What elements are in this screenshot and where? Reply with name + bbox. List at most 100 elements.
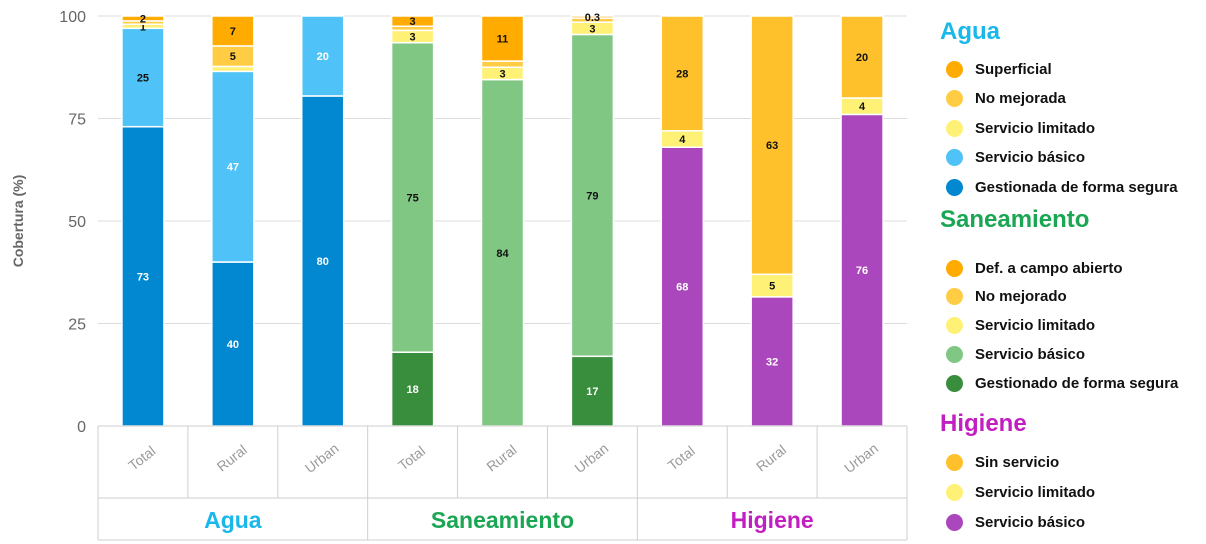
- bar-segment: [570, 33, 615, 358]
- legend-swatch: [946, 60, 963, 78]
- legend-swatch: [946, 513, 963, 531]
- data-label: 18: [406, 384, 418, 396]
- bar-segment: [390, 41, 435, 353]
- data-label: 0.3: [585, 12, 600, 24]
- bar-segment: [840, 15, 884, 99]
- y-tick-label: 100: [59, 9, 86, 26]
- legend-swatch: [946, 119, 963, 137]
- data-label: 20: [856, 52, 868, 64]
- bar-segment: [840, 113, 884, 427]
- bar-segment: [121, 15, 165, 22]
- legend-swatch: [946, 317, 963, 335]
- data-label: 63: [766, 140, 778, 152]
- data-label: 68: [676, 282, 688, 294]
- data-label: 2: [140, 13, 146, 25]
- x-tick-label: Rural: [753, 441, 789, 474]
- x-tick-label: Rural: [214, 441, 250, 474]
- legend-title: Saneamiento: [940, 206, 1090, 233]
- legend-swatch: [946, 483, 963, 501]
- bar-segment: [660, 15, 705, 132]
- legend-item: Gestionado de forma segura: [946, 372, 1178, 394]
- data-label: 20: [317, 51, 329, 63]
- legend-title: Higiene: [940, 410, 1027, 437]
- data-label: 5: [769, 281, 775, 293]
- y-tick-label: 50: [68, 214, 86, 231]
- y-tick-label: 25: [68, 317, 86, 334]
- bar-segment: [300, 15, 345, 97]
- legend-swatch: [946, 90, 963, 107]
- data-label: 84: [496, 248, 509, 260]
- legend-swatch: [946, 178, 963, 196]
- data-label: 3: [499, 68, 505, 80]
- group-label: Higiene: [731, 507, 814, 533]
- legend-item: Servicio básico: [946, 147, 1085, 169]
- legend-item: Servicio básico: [946, 343, 1085, 365]
- legend-swatch: [946, 374, 963, 392]
- legend-label: Gestionada de forma segura: [975, 178, 1178, 196]
- bar-segment: [480, 60, 525, 68]
- data-label: 80: [317, 256, 329, 268]
- legend-item: Def. a campo abierto: [946, 257, 1123, 279]
- legend-item: Superficial: [946, 58, 1052, 80]
- legend-label: Def. a campo abierto: [975, 259, 1123, 277]
- legend-item: Gestionada de forma segura: [946, 176, 1178, 198]
- bar-segment: [480, 15, 525, 62]
- bar-segment: [211, 70, 255, 263]
- legend-item: Servicio limitado: [946, 117, 1095, 139]
- legend-item: Servicio básico: [946, 511, 1085, 533]
- legend-swatch: [946, 259, 963, 277]
- legend-label: Servicio limitado: [975, 317, 1096, 335]
- legend-label: No mejorada: [975, 90, 1066, 107]
- x-tick-label: Total: [395, 443, 428, 474]
- bar-segment: [121, 125, 165, 427]
- legend-item: Servicio limitado: [946, 481, 1095, 503]
- group-label: Saneamiento: [431, 507, 574, 533]
- bar-segment: [390, 351, 435, 427]
- legend-swatch: [946, 345, 963, 363]
- legend-label: Superficial: [975, 60, 1052, 78]
- data-label: 3: [410, 32, 416, 44]
- data-label: 3: [589, 23, 595, 35]
- legend: Agua Superficial No mejorada Servicio limit…: [940, 0, 1206, 544]
- legend-label: Servicio básico: [975, 149, 1086, 166]
- legend-label: Servicio básico: [975, 513, 1086, 531]
- x-tick-label: Urban: [841, 440, 881, 476]
- bar-segment: [390, 15, 435, 27]
- x-tick-label: Urban: [571, 440, 611, 476]
- y-tick-label: 75: [68, 112, 86, 129]
- legend-item: Sin servicio: [946, 451, 1059, 473]
- data-label: 7: [230, 26, 236, 38]
- data-label: 1: [140, 21, 146, 33]
- legend-item: Servicio limitado: [946, 315, 1095, 337]
- legend-label: Servicio básico: [975, 345, 1086, 363]
- bar-segment: [660, 146, 705, 427]
- legend-item: No mejorada: [946, 88, 1066, 110]
- data-label: 73: [137, 271, 149, 283]
- x-tick-label: Total: [125, 443, 158, 474]
- bar-segment: [570, 15, 615, 19]
- y-tick-label: 0: [77, 419, 86, 436]
- data-label: 79: [586, 190, 598, 202]
- legend-swatch: [946, 149, 963, 166]
- legend-label: No mejorado: [975, 288, 1067, 306]
- data-label: 75: [406, 192, 418, 204]
- data-label: 40: [227, 339, 239, 351]
- data-label: 3: [410, 16, 416, 28]
- y-axis-label: Cobertura (%): [10, 175, 26, 268]
- legend-swatch: [946, 453, 963, 471]
- data-label: 25: [137, 73, 149, 85]
- bar-segment: [750, 15, 794, 276]
- bar-segment: [211, 15, 255, 47]
- data-label: 47: [227, 162, 239, 174]
- data-label: 5: [230, 51, 236, 63]
- data-label: 11: [497, 34, 509, 46]
- legend-label: Servicio limitado: [975, 483, 1096, 501]
- data-label: 76: [856, 265, 868, 277]
- bar-segment: [570, 355, 615, 427]
- legend-label: Servicio limitado: [975, 119, 1096, 137]
- data-label: 32: [766, 356, 778, 368]
- data-label: 4: [679, 134, 686, 146]
- x-tick-label: Rural: [483, 441, 519, 474]
- group-label: Agua: [204, 507, 262, 533]
